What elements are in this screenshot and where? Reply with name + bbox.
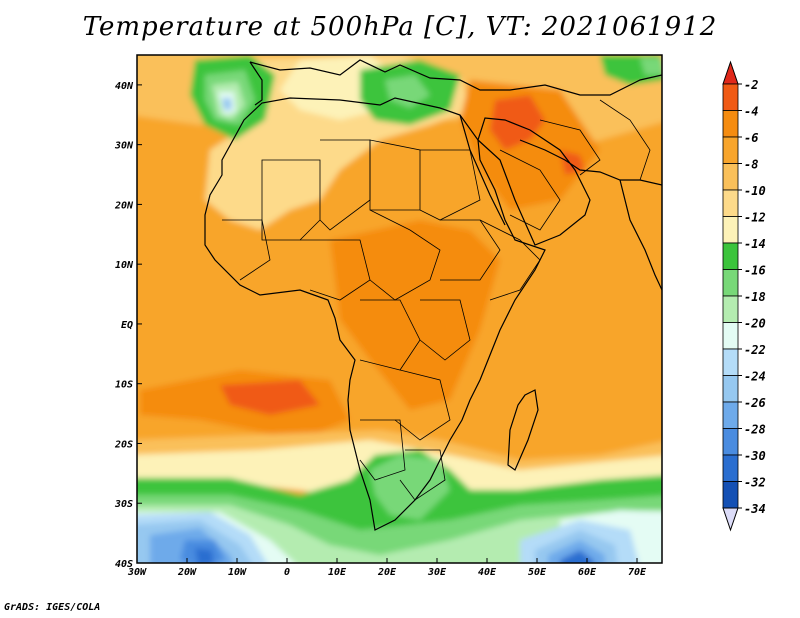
colorbar-segment	[722, 295, 739, 323]
colorbar-segment	[722, 242, 739, 270]
colorbar-label: -12	[744, 211, 766, 225]
colorbar-label: -6	[744, 131, 758, 145]
colorbar-label: -30	[744, 449, 766, 463]
colorbar-label: -2	[744, 78, 758, 92]
colorbar-label: -28	[744, 423, 766, 437]
colorbar: -2 -4 -6 -8 -10 -12 -14 -16 -18 -20 -22 -24 -26 -28 -3…	[722, 60, 766, 532]
x-tick-label: 20W	[177, 567, 197, 578]
colorbar-segment	[722, 216, 739, 244]
y-tick-label: 30N	[114, 141, 134, 152]
colorbar-bottom-arrow	[722, 507, 739, 532]
y-tick-label: 10N	[115, 260, 134, 271]
colorbar-label: -32	[744, 476, 766, 490]
colorbar-segment	[722, 401, 739, 429]
colorbar-label: -18	[744, 290, 766, 304]
colorbar-segment	[722, 83, 739, 111]
x-tick-label: 40E	[478, 567, 497, 578]
x-tick-label: 30W	[127, 567, 147, 578]
colorbar-label: -34	[744, 502, 766, 516]
y-tick-label: 40S	[115, 559, 133, 570]
colorbar-segment	[722, 110, 739, 138]
y-tick-label: 30S	[114, 499, 133, 510]
y-tick-label: 20N	[114, 200, 134, 211]
colorbar-segment	[722, 348, 739, 376]
colorbar-label: -16	[744, 264, 766, 278]
colorbar-label: -4	[744, 105, 758, 119]
colorbar-label: -14	[744, 237, 766, 251]
x-tick-label: 10E	[328, 567, 347, 578]
x-tick-label: 60E	[578, 567, 597, 578]
colorbar-segment	[722, 454, 739, 482]
temperature-field	[137, 55, 662, 563]
colorbar-segment	[722, 136, 739, 164]
map-title: Temperature at 500hPa [C], VT: 202106191…	[82, 12, 718, 42]
colorbar-label: -8	[744, 158, 758, 172]
x-tick-label: 20E	[377, 567, 397, 578]
y-tick-label: 40N	[115, 81, 134, 92]
y-tick-label: EQ	[121, 320, 133, 331]
y-tick-label: 10S	[115, 380, 133, 391]
y-tick-label: 20S	[114, 439, 133, 450]
colorbar-segment	[722, 375, 739, 403]
colorbar-segment	[722, 481, 739, 509]
plot-frame	[136, 54, 663, 564]
colorbar-label: -26	[744, 396, 766, 410]
colorbar-label: -24	[744, 370, 766, 384]
colorbar-segment	[722, 269, 739, 297]
country-borders	[222, 99, 651, 501]
colorbar-segment	[722, 428, 739, 456]
colorbar-segment	[722, 322, 739, 350]
footer-credit: GrADS: IGES/COLA	[4, 602, 101, 613]
colorbar-label: -22	[744, 343, 766, 357]
coastlines	[204, 59, 662, 531]
x-tick-label: 30E	[427, 567, 447, 578]
colorbar-segment	[722, 189, 739, 217]
colorbar-label: -10	[744, 184, 766, 198]
x-tick-label: 70E	[628, 567, 647, 578]
x-tick-label: 50E	[528, 567, 547, 578]
colorbar-segment	[722, 163, 739, 191]
x-axis: 30W 20W 10W 0 10E 20E 30E 40E 50E 60E 70E	[127, 558, 647, 578]
colorbar-top-arrow	[722, 60, 739, 85]
x-tick-label: 0	[284, 567, 290, 578]
colorbar-label: -20	[744, 317, 766, 331]
x-tick-label: 10W	[228, 567, 247, 578]
y-axis: 40N 30N 20N 10N EQ 10S 20S 30S 40S	[114, 81, 142, 570]
